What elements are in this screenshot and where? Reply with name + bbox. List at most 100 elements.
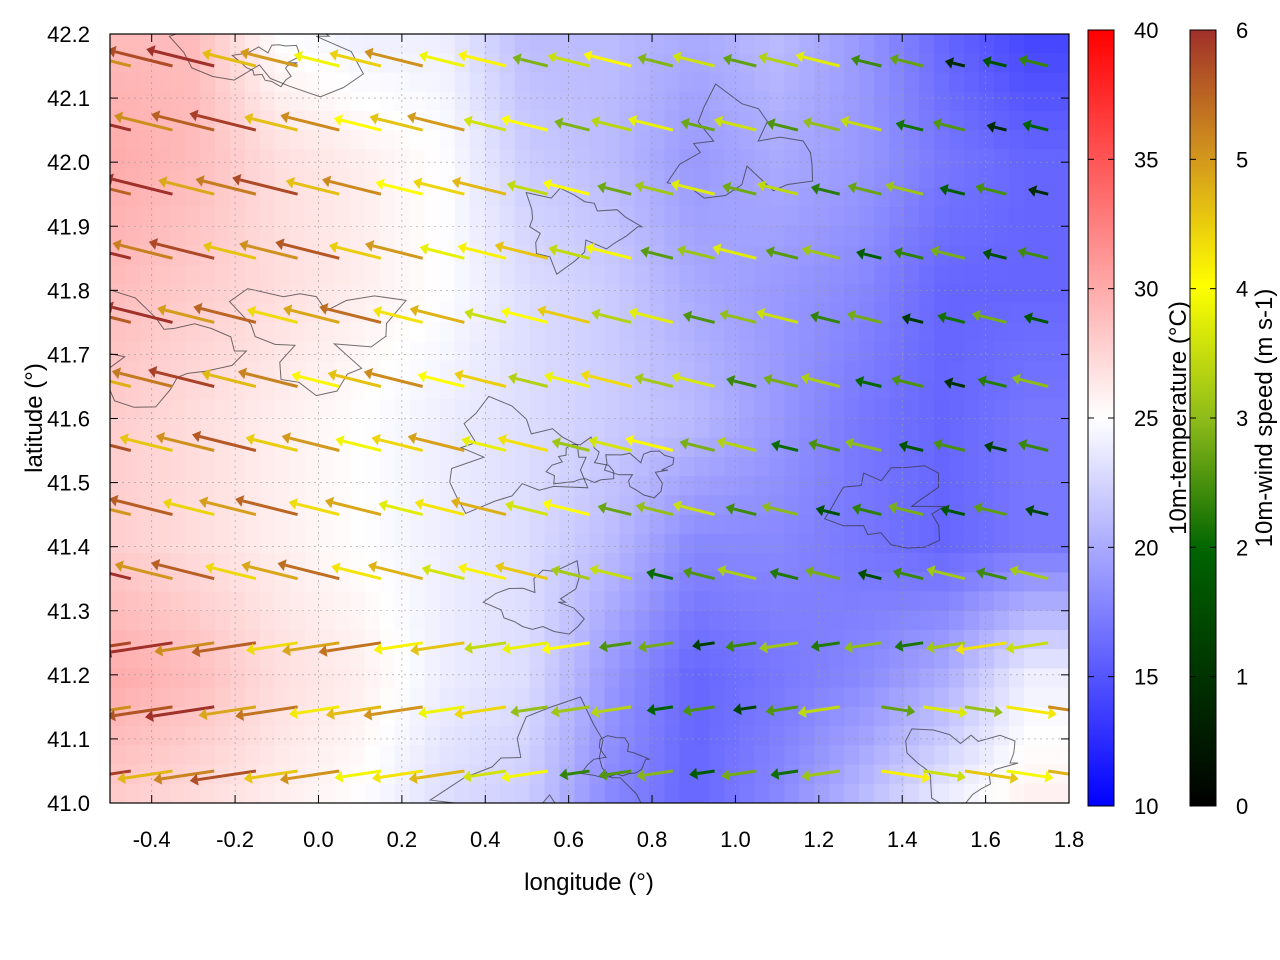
heat-cell: [919, 783, 935, 803]
heat-cell: [289, 130, 306, 150]
heat-cell: [619, 610, 636, 631]
heat-cell: [484, 283, 501, 304]
heat-cell: [529, 34, 546, 54]
heat-cell: [1009, 207, 1025, 227]
heat-cell: [934, 572, 950, 593]
heat-cell: [125, 706, 141, 727]
wind-arrow: [161, 641, 215, 653]
heat-cell: [814, 168, 830, 189]
heat-cell: [304, 341, 321, 362]
heat-cell: [754, 668, 770, 689]
heat-cell: [889, 360, 905, 381]
x-tick-label: 0.2: [387, 827, 418, 852]
wind-arrow-head: [672, 500, 682, 512]
wind-arrow-head: [508, 372, 518, 385]
wind-arrow-head: [597, 181, 607, 194]
heat-cell: [424, 226, 441, 247]
wind-arrow: [519, 57, 549, 68]
heat-cell: [1009, 283, 1025, 304]
heat-cell: [155, 34, 171, 54]
heat-cell: [889, 572, 905, 593]
wind-arrow-head: [723, 53, 733, 66]
heat-cell: [229, 283, 246, 304]
heat-cell: [1009, 591, 1025, 612]
heat-cell: [934, 72, 950, 93]
heat-cell: [214, 380, 231, 400]
heat-cell: [274, 91, 291, 112]
heat-cell: [634, 745, 651, 766]
wind-arrow: [110, 507, 132, 517]
heat-cell: [814, 706, 830, 727]
wind-arrow: [152, 705, 215, 718]
wind-arrow: [298, 374, 340, 388]
heat-cell: [349, 226, 366, 247]
heat-cell: [334, 649, 351, 669]
heat-cell: [559, 668, 576, 689]
heat-cell: [424, 34, 441, 54]
heat-cell: [394, 380, 411, 400]
wind-arrow: [210, 245, 257, 260]
heat-cell: [949, 322, 965, 343]
wind-arrow-head: [335, 435, 345, 447]
heat-cell: [919, 495, 935, 516]
heat-cell: [469, 264, 486, 285]
heat-cell: [874, 168, 890, 189]
heat-cell: [529, 553, 546, 573]
wind-arrow-head: [554, 117, 564, 130]
heat-cell: [334, 687, 351, 708]
heat-cell: [155, 418, 171, 439]
heat-cell: [784, 745, 800, 766]
heat-cell: [349, 399, 366, 420]
heat-cell: [619, 726, 636, 746]
heat-cell: [679, 91, 695, 112]
wind-arrow: [696, 769, 715, 776]
wind-arrow-head: [291, 370, 301, 383]
wind-arrow-head: [189, 109, 199, 122]
heat-cell: [934, 34, 950, 54]
heat-cell: [754, 399, 770, 420]
wind-arrow-head: [501, 642, 511, 655]
wind-arrow-head: [413, 177, 423, 190]
heat-cell: [964, 130, 980, 150]
heat-cell: [874, 437, 890, 458]
heat-cell: [949, 283, 965, 304]
wind-arrow-head: [232, 174, 242, 186]
heat-cell: [694, 591, 710, 612]
wind-arrow: [964, 705, 996, 713]
heat-cell: [664, 649, 680, 669]
heat-cell: [589, 130, 606, 150]
heat-cell: [634, 341, 651, 362]
wind-arrow-head: [512, 53, 522, 65]
heat-cell: [364, 283, 381, 304]
wind-arrow: [164, 308, 215, 324]
heat-cell: [829, 764, 845, 785]
wind-arrow-head: [410, 643, 419, 656]
heat-cell: [979, 726, 995, 746]
heat-cell: [289, 457, 306, 477]
heat-cell: [184, 283, 201, 304]
heat-cell: [1039, 322, 1055, 343]
wind-arrow: [461, 373, 507, 388]
wind-arrow-head: [922, 771, 931, 784]
heat-cell: [709, 457, 725, 477]
wind-arrow: [252, 438, 298, 452]
heat-cell: [604, 53, 621, 73]
heat-cell: [110, 130, 126, 150]
heat-cell: [664, 34, 680, 54]
heat-cell: [334, 668, 351, 689]
heat-cell: [679, 630, 695, 650]
heat-cell: [844, 264, 860, 285]
heat-cell: [319, 418, 336, 439]
wind-arrow: [296, 705, 340, 715]
heat-cell: [349, 591, 366, 612]
wind-arrow-head: [1009, 771, 1019, 784]
heat-cell: [1039, 34, 1055, 54]
heat-cell: [664, 764, 680, 785]
heat-cell: [589, 457, 606, 477]
heat-cell: [544, 610, 561, 631]
heat-cell: [739, 34, 755, 54]
wind-arrow-head: [800, 372, 810, 385]
heat-cell: [814, 283, 830, 304]
heat-cell: [379, 207, 396, 227]
heat-cell: [544, 380, 561, 400]
